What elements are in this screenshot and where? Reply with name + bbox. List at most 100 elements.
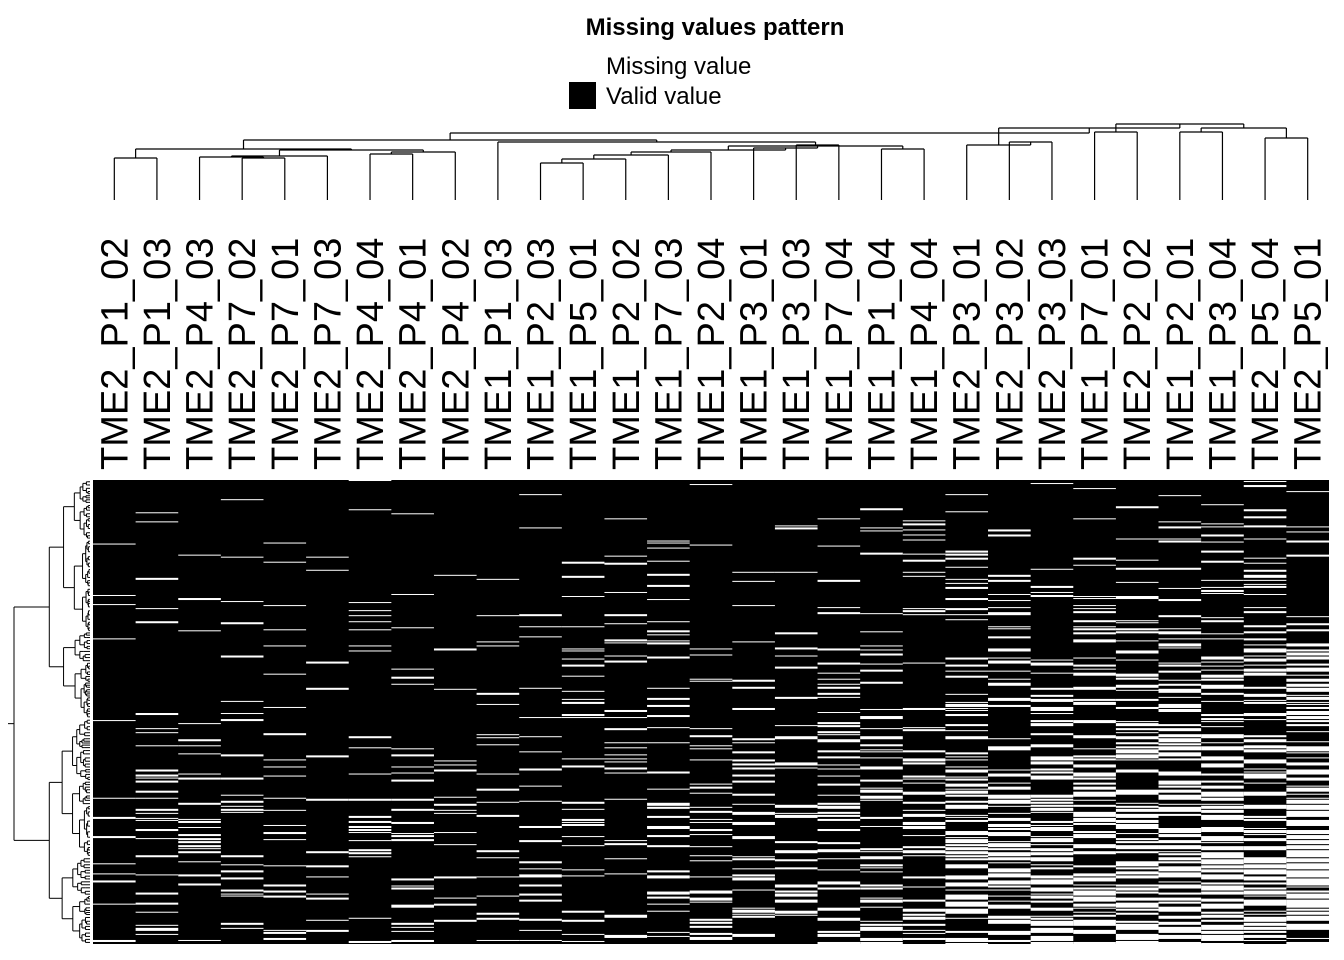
missing-cell (945, 875, 989, 880)
missing-cell (1073, 896, 1116, 902)
missing-cell (306, 865, 349, 868)
column-label: TME1_P1_03 (478, 238, 520, 470)
missing-cell (604, 742, 648, 744)
missing-cell (817, 545, 861, 547)
missing-cell (860, 749, 903, 751)
missing-cell (988, 868, 1031, 873)
missing-cell (945, 783, 989, 787)
missing-cell (1243, 815, 1287, 818)
missing-cell (348, 820, 392, 823)
missing-cell (1286, 667, 1329, 672)
missing-cell (774, 725, 818, 727)
missing-cell (860, 681, 903, 684)
missing-cell (860, 887, 903, 890)
missing-cell (988, 828, 1031, 831)
missing-cell (1073, 698, 1116, 701)
missing-cell (1286, 649, 1329, 652)
missing-cell (1073, 701, 1116, 705)
missing-cell (1158, 540, 1202, 543)
missing-cell (1286, 643, 1329, 647)
missing-cell (1158, 638, 1202, 640)
missing-cell (774, 814, 818, 818)
column-label: TME1_P2_02 (606, 238, 648, 470)
missing-cell (135, 780, 179, 783)
missing-cell (306, 929, 349, 932)
missing-cell (647, 573, 690, 576)
missing-cell (220, 877, 264, 880)
missing-cell (817, 829, 861, 832)
missing-cell (1243, 672, 1287, 676)
missing-cell (561, 658, 605, 660)
missing-cell (519, 636, 562, 638)
missing-cell (178, 818, 221, 820)
missing-cell (348, 629, 392, 631)
missing-cell (1158, 806, 1202, 812)
missing-cell (1030, 713, 1074, 715)
missing-cell (348, 773, 392, 775)
missing-cell (1201, 714, 1244, 717)
missing-cell (817, 722, 861, 725)
missing-cell (689, 544, 733, 546)
missing-cell (178, 739, 221, 742)
missing-cell (945, 670, 989, 672)
missing-cell (902, 762, 946, 765)
missing-cell (263, 839, 307, 841)
missing-cell (774, 525, 818, 527)
missing-cell (860, 751, 903, 753)
missing-cell (689, 834, 733, 836)
missing-cell (433, 769, 477, 772)
missing-cell (902, 913, 946, 916)
missing-cell (647, 547, 690, 549)
missing-cell (1201, 718, 1244, 721)
missing-cell (1158, 734, 1202, 738)
missing-cell (647, 704, 690, 707)
missing-cell (732, 907, 775, 909)
missing-cell (647, 815, 690, 818)
column-label: TME1_P7_01 (1075, 238, 1117, 470)
missing-cell (1201, 592, 1244, 594)
missing-cell (263, 645, 307, 647)
missing-cell (1115, 677, 1159, 680)
missing-cell (604, 858, 648, 860)
missing-cell (135, 924, 179, 926)
missing-cell (647, 687, 690, 689)
missing-cell (135, 855, 179, 858)
missing-cell (178, 834, 221, 837)
missing-cell (348, 645, 392, 647)
missing-cell (988, 904, 1031, 909)
missing-cell (774, 910, 818, 914)
missing-cell (988, 832, 1031, 837)
missing-cell (774, 767, 818, 769)
missing-cell (1073, 919, 1116, 926)
column-label: TME1_P3_04 (1202, 238, 1244, 470)
missing-cell (817, 750, 861, 753)
missing-cell (93, 797, 136, 799)
missing-cell (476, 692, 520, 695)
missing-cell (391, 939, 434, 942)
missing-cell (263, 929, 307, 931)
missing-cell (604, 767, 648, 770)
missing-cell (860, 851, 903, 853)
missing-cell (93, 939, 136, 942)
missing-cell (433, 574, 477, 576)
missing-cell (1073, 831, 1116, 834)
missing-cell (945, 707, 989, 709)
missing-cell (1201, 785, 1244, 789)
missing-cell (1158, 771, 1202, 776)
missing-cell (1030, 768, 1074, 771)
missing-cell (476, 917, 520, 920)
missing-cell (902, 559, 946, 562)
missing-cell (945, 901, 989, 907)
missing-cell (860, 864, 903, 867)
missing-cell (220, 713, 264, 715)
missing-cell (306, 798, 349, 801)
missing-cell (1286, 674, 1329, 676)
missing-cell (1286, 915, 1329, 921)
missing-cell (263, 766, 307, 768)
missing-cell (1286, 706, 1329, 709)
missing-cell (732, 803, 775, 805)
missing-cell (1158, 708, 1202, 712)
missing-cell (1243, 664, 1287, 666)
missing-cell (860, 766, 903, 770)
